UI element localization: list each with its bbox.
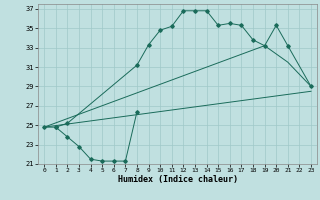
X-axis label: Humidex (Indice chaleur): Humidex (Indice chaleur) [118, 175, 238, 184]
